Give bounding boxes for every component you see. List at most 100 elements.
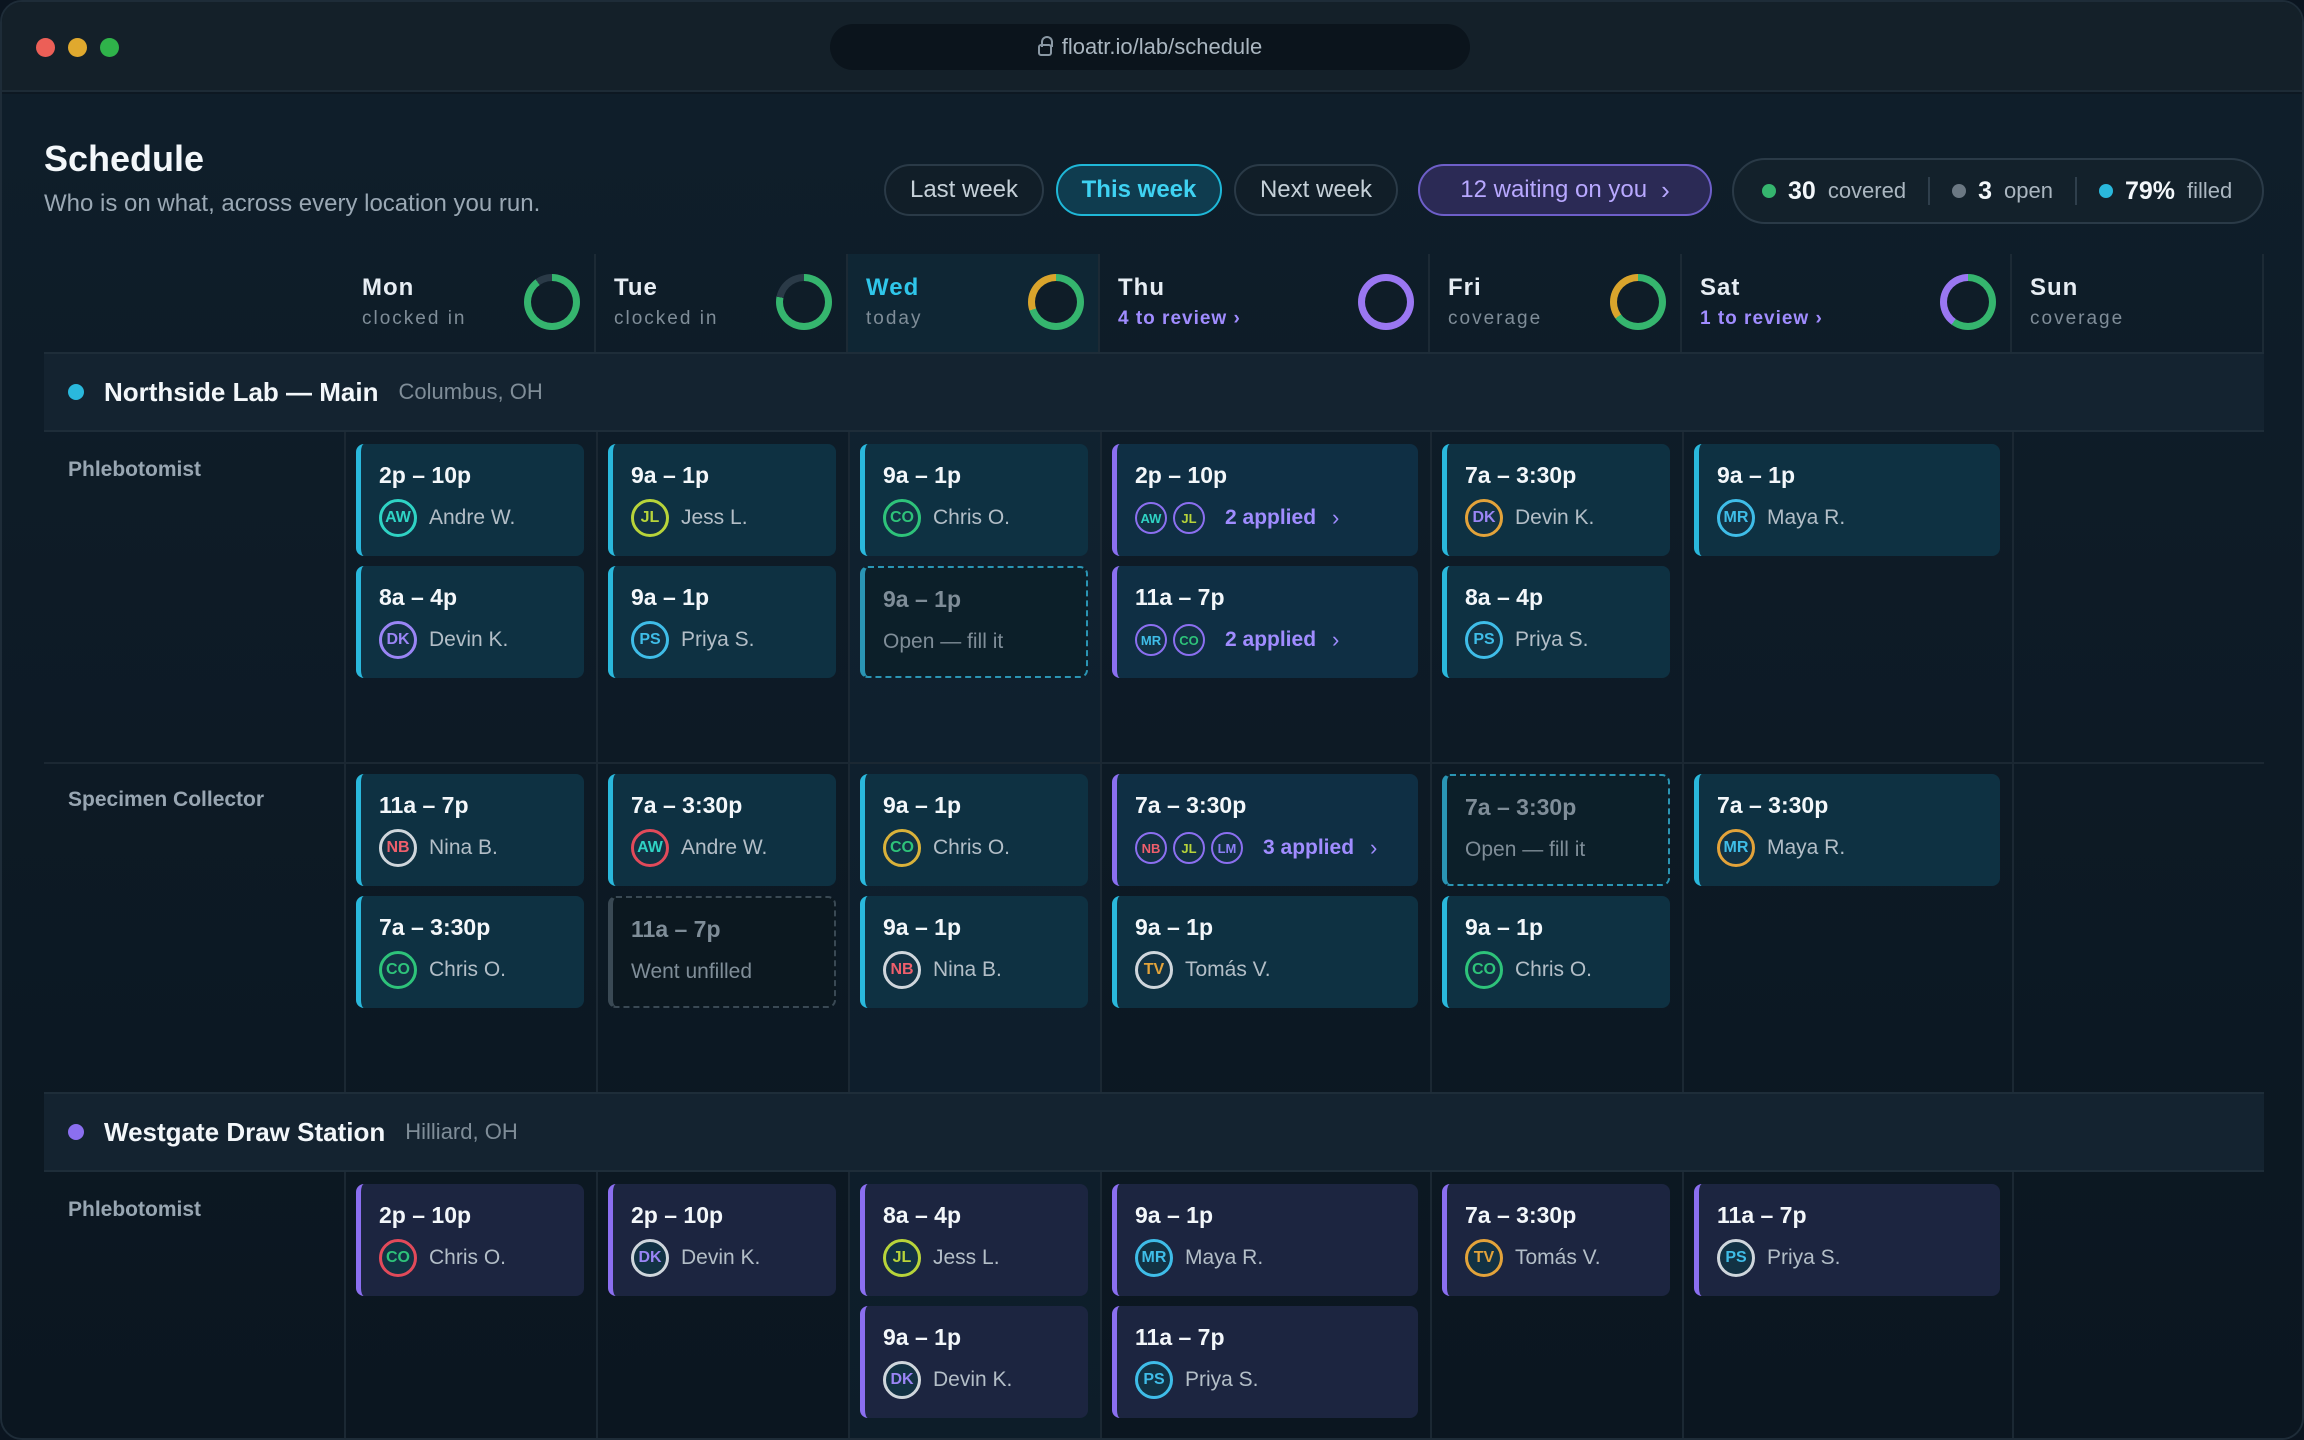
- assignee: CO Chris O.: [379, 950, 584, 990]
- shift-card[interactable]: 9a – 1p DK Devin K.: [860, 1306, 1088, 1418]
- shift-time: 7a – 3:30p: [1465, 462, 1577, 488]
- shift-card[interactable]: 8a – 4p PS Priya S.: [1442, 566, 1670, 678]
- day-header-thu[interactable]: Thu 4 to review ›: [1100, 254, 1430, 352]
- chevron-right-icon: ›: [1332, 627, 1340, 652]
- shift-card[interactable]: 7a – 3:30p CO Chris O.: [356, 896, 584, 1008]
- open-shift-card[interactable]: 9a – 1p Open — fill it: [860, 566, 1088, 678]
- assignee: JL Jess L.: [883, 1238, 1088, 1278]
- shift-card[interactable]: 2p – 10p CO Chris O.: [356, 1184, 584, 1296]
- last-week-button[interactable]: Last week: [884, 164, 1044, 216]
- avatar: MR: [1135, 624, 1167, 656]
- assignee: DK Devin K.: [1465, 498, 1670, 538]
- shift-card[interactable]: 9a – 1p PS Priya S.: [608, 566, 836, 678]
- shift-card[interactable]: 9a – 1p CO Chris O.: [860, 774, 1088, 886]
- shift-card[interactable]: 11a – 7p PS Priya S.: [1112, 1306, 1418, 1418]
- shift-card[interactable]: 9a – 1p MR Maya R.: [1112, 1184, 1418, 1296]
- shift-card[interactable]: 9a – 1p CO Chris O.: [860, 444, 1088, 556]
- waiting-on-you-button[interactable]: 12 waiting on you ›: [1418, 164, 1712, 216]
- minimize-window-button[interactable]: [68, 38, 87, 57]
- avatar: TV: [1135, 951, 1173, 989]
- shift-card[interactable]: 8a – 4p JL Jess L.: [860, 1184, 1088, 1296]
- location-name: Northside Lab — Main: [104, 376, 379, 407]
- shift-card[interactable]: 9a – 1p JL Jess L.: [608, 444, 836, 556]
- assignee-name: Chris O.: [429, 1246, 507, 1269]
- column-divider: [596, 352, 598, 1438]
- address-bar[interactable]: floatr.io/lab/schedule: [830, 24, 1470, 70]
- shift-card[interactable]: 11a – 7p NB Nina B.: [356, 774, 584, 886]
- avatar: DK: [1465, 499, 1503, 537]
- applicants: MR CO 2 applied ›: [1135, 620, 1418, 660]
- avatar: LM: [1211, 832, 1243, 864]
- location-header[interactable]: Westgate Draw Station Hilliard, OH: [44, 1092, 2264, 1172]
- row-divider: [44, 762, 2264, 764]
- avatar: NB: [1135, 832, 1167, 864]
- avatar: PS: [631, 621, 669, 659]
- day-header-wed[interactable]: Wed today: [848, 254, 1100, 352]
- shift-time: 2p – 10p: [631, 1202, 724, 1228]
- avatar: AW: [1135, 502, 1167, 534]
- assignee-name: Priya S.: [681, 628, 755, 651]
- shift-card[interactable]: 8a – 4p DK Devin K.: [356, 566, 584, 678]
- assignee: TV Tomás V.: [1465, 1238, 1670, 1278]
- close-window-button[interactable]: [36, 38, 55, 57]
- day-header-fri[interactable]: Fri coverage: [1430, 254, 1682, 352]
- open-shift-card[interactable]: 7a – 3:30p Open — fill it: [1442, 774, 1670, 886]
- shift-card[interactable]: 11a – 7p PS Priya S.: [1694, 1184, 2000, 1296]
- assignee-name: Andre W.: [681, 836, 768, 859]
- assignee: AW Andre W.: [379, 498, 584, 538]
- shift-time: 11a – 7p: [1135, 584, 1225, 610]
- shift-card[interactable]: 7a – 3:30p DK Devin K.: [1442, 444, 1670, 556]
- shift-card[interactable]: 9a – 1p MR Maya R.: [1694, 444, 2000, 556]
- day-progress-ring: [1940, 274, 1996, 330]
- schedule-grid: Mon clocked in Tue clocked in Wed today Thu 4 t…: [44, 254, 2264, 1438]
- assignee-name: Devin K.: [681, 1246, 761, 1269]
- day-header-mon[interactable]: Mon clocked in: [344, 254, 596, 352]
- open-value: 3: [1978, 176, 1992, 205]
- this-week-button[interactable]: This week: [1056, 164, 1222, 216]
- avatar: DK: [883, 1361, 921, 1399]
- shift-card[interactable]: 7a – 3:30p TV Tomás V.: [1442, 1184, 1670, 1296]
- day-header-sat[interactable]: Sat 1 to review ›: [1682, 254, 2012, 352]
- review-link[interactable]: 4 to review ›: [1118, 308, 1241, 329]
- page-title: Schedule: [44, 138, 205, 179]
- shift-card[interactable]: 7a – 3:30p MR Maya R.: [1694, 774, 2000, 886]
- shift-time: 2p – 10p: [1135, 462, 1228, 488]
- assignee: PS Priya S.: [1717, 1238, 2000, 1278]
- shift-card[interactable]: 9a – 1p CO Chris O.: [1442, 896, 1670, 1008]
- day-status: clocked in: [614, 308, 719, 329]
- day-header-tue[interactable]: Tue clocked in: [596, 254, 848, 352]
- shift-note: Open — fill it: [1465, 838, 1586, 861]
- shift-card[interactable]: 7a – 3:30p AW Andre W.: [608, 774, 836, 886]
- day-header-sun[interactable]: Sun coverage: [2012, 254, 2264, 352]
- avatar: PS: [1135, 1361, 1173, 1399]
- shift-card[interactable]: 2p – 10p DK Devin K.: [608, 1184, 836, 1296]
- shift-card[interactable]: 11a – 7p MR CO 2 applied ›: [1112, 566, 1418, 678]
- location-header[interactable]: Northside Lab — Main Columbus, OH: [44, 352, 2264, 432]
- shift-card[interactable]: 9a – 1p NB Nina B.: [860, 896, 1088, 1008]
- avatar: CO: [379, 951, 417, 989]
- assignee: CO Chris O.: [883, 498, 1088, 538]
- shift-time: 9a – 1p: [1465, 914, 1543, 940]
- assignee: MR Maya R.: [1717, 498, 2000, 538]
- day-progress-ring: [776, 274, 832, 330]
- location-dot-icon: [68, 384, 84, 400]
- shift-card[interactable]: 2p – 10p AW JL 2 applied ›: [1112, 444, 1418, 556]
- shift-card[interactable]: 9a – 1p TV Tomás V.: [1112, 896, 1418, 1008]
- open-dot-icon: [1952, 184, 1967, 198]
- avatar: MR: [1717, 829, 1755, 867]
- unfilled-shift-card[interactable]: 11a – 7p Went unfilled: [608, 896, 836, 1008]
- shift-card[interactable]: 2p – 10p AW Andre W.: [356, 444, 584, 556]
- maximize-window-button[interactable]: [100, 38, 119, 57]
- shift-time: 9a – 1p: [631, 462, 709, 488]
- shift-time: 11a – 7p: [631, 916, 721, 942]
- assignee: PS Priya S.: [631, 620, 836, 660]
- assignee: CO Chris O.: [379, 1238, 584, 1278]
- next-week-button[interactable]: Next week: [1234, 164, 1398, 216]
- day-name: Tue: [614, 274, 658, 301]
- shift-time: 9a – 1p: [883, 586, 961, 612]
- shift-time: 9a – 1p: [883, 914, 961, 940]
- review-link[interactable]: 1 to review ›: [1700, 308, 1823, 329]
- shift-card[interactable]: 7a – 3:30p NB JL LM 3 applied ›: [1112, 774, 1418, 886]
- covered-value: 30: [1788, 176, 1816, 205]
